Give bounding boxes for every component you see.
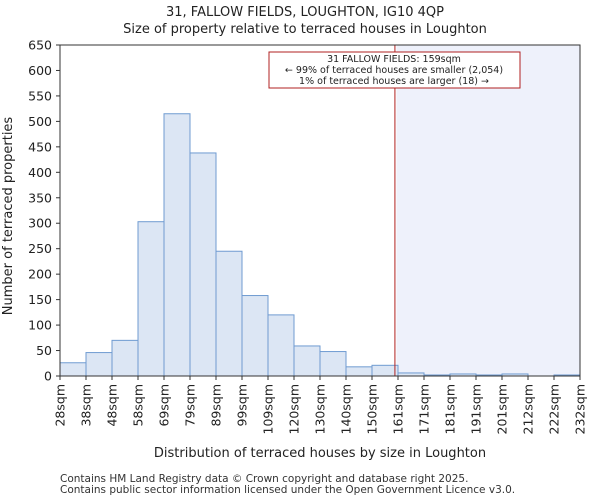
bar-120sqm [293, 345, 321, 377]
y-tick-label: 250 [28, 241, 52, 256]
bar-150sqm [371, 364, 399, 377]
chart-subtitle: Size of property relative to terraced ho… [123, 22, 487, 37]
x-tick-label: 161sqm [391, 384, 406, 434]
annotation-box: 31 FALLOW FIELDS: 159sqm ← 99% of terrac… [268, 51, 521, 89]
x-tick-label: 79sqm [183, 384, 198, 427]
y-tick-label: 500 [28, 114, 52, 129]
x-tick-label: 212sqm [521, 384, 536, 434]
x-tick-label: 38sqm [79, 384, 94, 427]
x-axis-ticks: 28sqm 38sqm 48sqm 58sqm 69sqm 79sqm 89sqm 99sqm… [53, 376, 588, 434]
x-axis-label: Distribution of terraced houses by size … [154, 446, 486, 461]
y-tick-label: 50 [36, 343, 52, 358]
x-tick-label: 181sqm [443, 384, 458, 434]
x-tick-label: 130sqm [313, 384, 328, 434]
y-tick-label: 100 [28, 318, 52, 333]
y-tick-label: 600 [28, 63, 52, 78]
annotation-line-2: ← 99% of terraced houses are smaller (2,… [285, 65, 503, 76]
y-tick-label: 450 [28, 139, 52, 154]
annotation-line-1: 31 FALLOW FIELDS: 159sqm [327, 54, 461, 65]
bar-38sqm [85, 352, 113, 377]
x-tick-label: 140sqm [339, 384, 354, 434]
y-tick-label: 550 [28, 88, 52, 103]
x-tick-label: 69sqm [157, 384, 172, 427]
x-tick-label: 232sqm [573, 384, 588, 434]
bar-58sqm [137, 221, 165, 377]
x-tick-label: 109sqm [261, 384, 276, 434]
annotation-line-3: 1% of terraced houses are larger (18) → [299, 76, 489, 87]
y-axis-ticks: 0 50 100 150 200 250 300 350 400 450 500 550 600 650 [28, 38, 60, 384]
bar-89sqm [215, 250, 243, 377]
chart-title: 31, FALLOW FIELDS, LOUGHTON, IG10 4QP [166, 5, 444, 20]
x-tick-label: 58sqm [131, 384, 146, 427]
bar-28sqm [59, 362, 87, 377]
x-tick-label: 191sqm [469, 384, 484, 434]
bar-69sqm [163, 113, 191, 377]
bar-48sqm [111, 339, 139, 377]
bars-group [59, 113, 581, 377]
x-tick-label: 201sqm [495, 384, 510, 434]
y-tick-label: 0 [44, 369, 52, 384]
footer-copyright: Contains HM Land Registry data © Crown c… [60, 473, 469, 485]
x-tick-label: 120sqm [287, 384, 302, 434]
x-tick-label: 28sqm [53, 384, 68, 427]
bar-79sqm [189, 152, 217, 377]
x-tick-label: 222sqm [547, 384, 562, 434]
bar-99sqm [241, 295, 269, 377]
bar-130sqm [319, 351, 347, 377]
x-tick-label: 48sqm [105, 384, 120, 427]
x-tick-label: 99sqm [235, 384, 250, 427]
y-tick-label: 350 [28, 190, 52, 205]
bar-109sqm [267, 314, 295, 377]
y-tick-label: 150 [28, 292, 52, 307]
y-tick-label: 300 [28, 216, 52, 231]
larger-properties-region [396, 45, 580, 376]
x-tick-label: 171sqm [417, 384, 432, 434]
y-tick-label: 650 [28, 38, 52, 53]
x-tick-label: 89sqm [209, 384, 224, 427]
y-axis-label: Number of terraced properties [1, 117, 16, 316]
y-tick-label: 200 [28, 267, 52, 282]
bar-140sqm [345, 366, 373, 377]
x-tick-label: 150sqm [365, 384, 380, 434]
footer-licence: Contains public sector information licen… [60, 484, 516, 496]
y-tick-label: 400 [28, 165, 52, 180]
